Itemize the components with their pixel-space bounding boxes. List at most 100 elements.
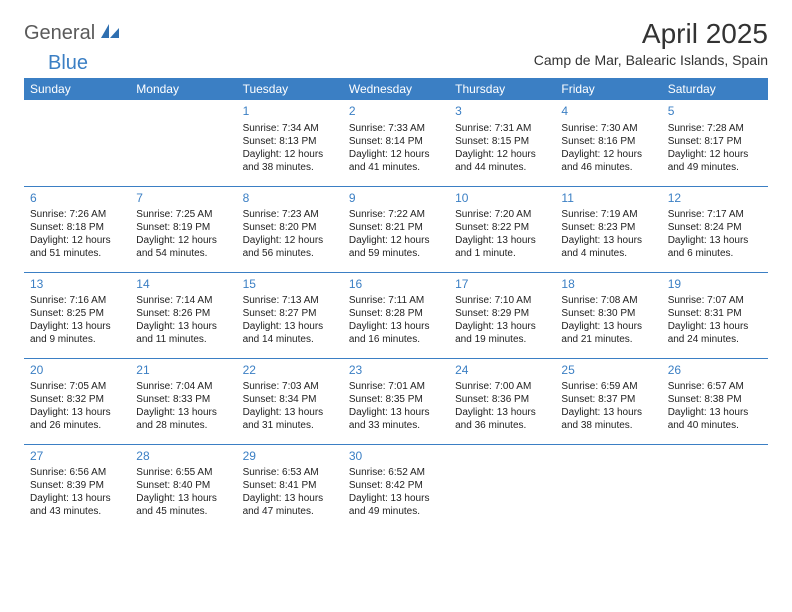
sunset-text: Sunset: 8:27 PM [243, 307, 337, 320]
sunrise-text: Sunrise: 7:33 AM [349, 122, 443, 135]
daylight-text: and 9 minutes. [30, 333, 124, 346]
daylight-text: and 21 minutes. [561, 333, 655, 346]
daylight-text: Daylight: 13 hours [455, 320, 549, 333]
calendar-day-cell: 7Sunrise: 7:25 AMSunset: 8:19 PMDaylight… [130, 186, 236, 272]
sunrise-text: Sunrise: 7:20 AM [455, 208, 549, 221]
calendar-day-cell: 25Sunrise: 6:59 AMSunset: 8:37 PMDayligh… [555, 358, 661, 444]
daylight-text: and 36 minutes. [455, 419, 549, 432]
calendar-day-cell: 2Sunrise: 7:33 AMSunset: 8:14 PMDaylight… [343, 100, 449, 186]
daylight-text: and 59 minutes. [349, 247, 443, 260]
sunrise-text: Sunrise: 7:31 AM [455, 122, 549, 135]
calendar-page: General April 2025 Camp de Mar, Balearic… [0, 0, 792, 542]
day-number: 8 [243, 191, 337, 207]
day-number: 23 [349, 363, 443, 379]
day-number: 15 [243, 277, 337, 293]
sunrise-text: Sunrise: 7:28 AM [668, 122, 762, 135]
daylight-text: Daylight: 13 hours [136, 492, 230, 505]
sunrise-text: Sunrise: 6:53 AM [243, 466, 337, 479]
daylight-text: and 24 minutes. [668, 333, 762, 346]
sunset-text: Sunset: 8:33 PM [136, 393, 230, 406]
sunrise-text: Sunrise: 7:04 AM [136, 380, 230, 393]
day-number: 28 [136, 449, 230, 465]
sunset-text: Sunset: 8:16 PM [561, 135, 655, 148]
sunrise-text: Sunrise: 7:01 AM [349, 380, 443, 393]
daylight-text: Daylight: 13 hours [668, 406, 762, 419]
day-number: 11 [561, 191, 655, 207]
daylight-text: Daylight: 13 hours [136, 406, 230, 419]
sunset-text: Sunset: 8:15 PM [455, 135, 549, 148]
calendar-day-cell: 18Sunrise: 7:08 AMSunset: 8:30 PMDayligh… [555, 272, 661, 358]
sunset-text: Sunset: 8:31 PM [668, 307, 762, 320]
daylight-text: Daylight: 13 hours [136, 320, 230, 333]
sunset-text: Sunset: 8:22 PM [455, 221, 549, 234]
sunrise-text: Sunrise: 7:14 AM [136, 294, 230, 307]
calendar-day-cell: 12Sunrise: 7:17 AMSunset: 8:24 PMDayligh… [662, 186, 768, 272]
day-number: 24 [455, 363, 549, 379]
sunrise-text: Sunrise: 7:26 AM [30, 208, 124, 221]
daylight-text: Daylight: 12 hours [136, 234, 230, 247]
calendar-day-cell: 3Sunrise: 7:31 AMSunset: 8:15 PMDaylight… [449, 100, 555, 186]
daylight-text: Daylight: 13 hours [30, 492, 124, 505]
day-number: 17 [455, 277, 549, 293]
daylight-text: Daylight: 13 hours [561, 320, 655, 333]
daylight-text: and 14 minutes. [243, 333, 337, 346]
calendar-day-cell: 4Sunrise: 7:30 AMSunset: 8:16 PMDaylight… [555, 100, 661, 186]
sunrise-text: Sunrise: 6:56 AM [30, 466, 124, 479]
daylight-text: and 38 minutes. [243, 161, 337, 174]
sunset-text: Sunset: 8:41 PM [243, 479, 337, 492]
calendar-day-cell: 17Sunrise: 7:10 AMSunset: 8:29 PMDayligh… [449, 272, 555, 358]
sunset-text: Sunset: 8:14 PM [349, 135, 443, 148]
daylight-text: Daylight: 13 hours [243, 406, 337, 419]
daylight-text: Daylight: 12 hours [243, 148, 337, 161]
day-number: 3 [455, 104, 549, 120]
title-block: April 2025 Camp de Mar, Balearic Islands… [534, 18, 768, 68]
day-number: 7 [136, 191, 230, 207]
sunrise-text: Sunrise: 7:22 AM [349, 208, 443, 221]
sunset-text: Sunset: 8:28 PM [349, 307, 443, 320]
daylight-text: Daylight: 13 hours [561, 406, 655, 419]
day-number: 4 [561, 104, 655, 120]
sunrise-text: Sunrise: 7:34 AM [243, 122, 337, 135]
day-number: 14 [136, 277, 230, 293]
sunrise-text: Sunrise: 7:19 AM [561, 208, 655, 221]
sunrise-text: Sunrise: 7:05 AM [30, 380, 124, 393]
sunset-text: Sunset: 8:13 PM [243, 135, 337, 148]
daylight-text: Daylight: 12 hours [30, 234, 124, 247]
sunrise-text: Sunrise: 7:00 AM [455, 380, 549, 393]
sunset-text: Sunset: 8:26 PM [136, 307, 230, 320]
calendar-day-cell: 30Sunrise: 6:52 AMSunset: 8:42 PMDayligh… [343, 444, 449, 530]
daylight-text: and 28 minutes. [136, 419, 230, 432]
day-number: 25 [561, 363, 655, 379]
weekday-header: Thursday [449, 78, 555, 100]
daylight-text: and 6 minutes. [668, 247, 762, 260]
daylight-text: Daylight: 13 hours [668, 234, 762, 247]
day-number: 9 [349, 191, 443, 207]
calendar-day-cell: 10Sunrise: 7:20 AMSunset: 8:22 PMDayligh… [449, 186, 555, 272]
calendar-day-cell: 28Sunrise: 6:55 AMSunset: 8:40 PMDayligh… [130, 444, 236, 530]
calendar-day-cell: 27Sunrise: 6:56 AMSunset: 8:39 PMDayligh… [24, 444, 130, 530]
calendar-day-cell: 8Sunrise: 7:23 AMSunset: 8:20 PMDaylight… [237, 186, 343, 272]
daylight-text: and 49 minutes. [349, 505, 443, 518]
sunset-text: Sunset: 8:42 PM [349, 479, 443, 492]
day-number: 18 [561, 277, 655, 293]
calendar-week-row: 1Sunrise: 7:34 AMSunset: 8:13 PMDaylight… [24, 100, 768, 186]
calendar-week-row: 6Sunrise: 7:26 AMSunset: 8:18 PMDaylight… [24, 186, 768, 272]
daylight-text: and 16 minutes. [349, 333, 443, 346]
day-number: 2 [349, 104, 443, 120]
calendar-day-cell: 16Sunrise: 7:11 AMSunset: 8:28 PMDayligh… [343, 272, 449, 358]
calendar-day-cell: 1Sunrise: 7:34 AMSunset: 8:13 PMDaylight… [237, 100, 343, 186]
calendar-day-cell: 11Sunrise: 7:19 AMSunset: 8:23 PMDayligh… [555, 186, 661, 272]
brand-part1: General [24, 22, 95, 45]
day-number: 27 [30, 449, 124, 465]
calendar-week-row: 27Sunrise: 6:56 AMSunset: 8:39 PMDayligh… [24, 444, 768, 530]
daylight-text: and 38 minutes. [561, 419, 655, 432]
calendar-week-row: 13Sunrise: 7:16 AMSunset: 8:25 PMDayligh… [24, 272, 768, 358]
day-number: 21 [136, 363, 230, 379]
sunset-text: Sunset: 8:37 PM [561, 393, 655, 406]
daylight-text: and 11 minutes. [136, 333, 230, 346]
calendar-day-cell [555, 444, 661, 530]
sunrise-text: Sunrise: 7:13 AM [243, 294, 337, 307]
sunrise-text: Sunrise: 6:52 AM [349, 466, 443, 479]
sunset-text: Sunset: 8:29 PM [455, 307, 549, 320]
calendar-day-cell [24, 100, 130, 186]
